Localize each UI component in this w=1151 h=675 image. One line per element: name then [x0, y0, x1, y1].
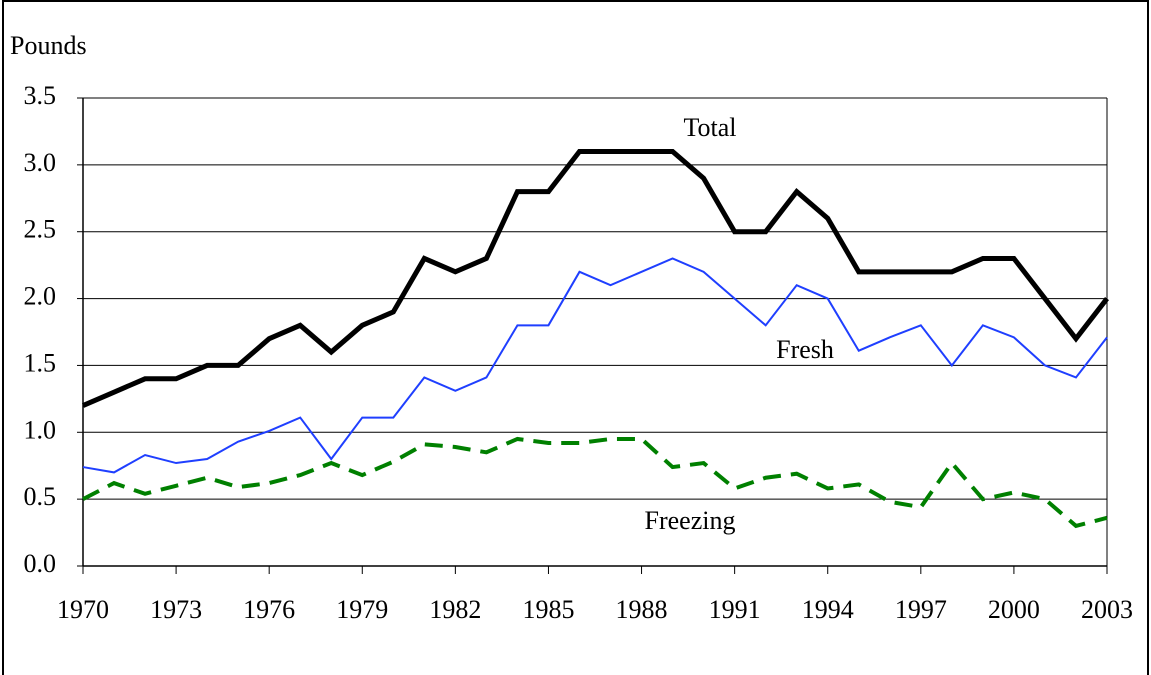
x-tick-label: 1997: [895, 595, 947, 624]
x-tick-label: 2000: [988, 595, 1040, 624]
x-tick-label: 2003: [1081, 595, 1133, 624]
y-axis-label: Pounds: [10, 31, 87, 60]
y-tick-label: 3.0: [24, 148, 57, 177]
x-tick-label: 1988: [616, 595, 668, 624]
y-tick-label: 1.0: [24, 415, 57, 444]
x-tick-label: 1982: [429, 595, 481, 624]
y-tick-label: 1.5: [24, 348, 57, 377]
series-label: Fresh: [776, 335, 834, 364]
y-tick-label: 2.5: [24, 215, 57, 244]
x-tick-label: 1985: [522, 595, 574, 624]
y-tick-label: 2.0: [24, 282, 57, 311]
x-tick-label: 1994: [802, 595, 854, 624]
x-tick-label: 1991: [709, 595, 761, 624]
x-tick-label: 1970: [57, 595, 109, 624]
series-line: [82, 436, 1108, 529]
x-tick-label: 1973: [150, 595, 202, 624]
x-tick-label: 1979: [336, 595, 388, 624]
y-tick-label: 0.0: [24, 549, 57, 578]
series-line: [82, 148, 1109, 408]
series-label: Freezing: [645, 506, 736, 535]
y-tick-label: 3.5: [24, 81, 57, 110]
y-tick-label: 0.5: [24, 482, 57, 511]
x-tick-label: 1976: [243, 595, 295, 624]
series-label: Total: [683, 113, 736, 142]
series-line: [82, 257, 1108, 474]
